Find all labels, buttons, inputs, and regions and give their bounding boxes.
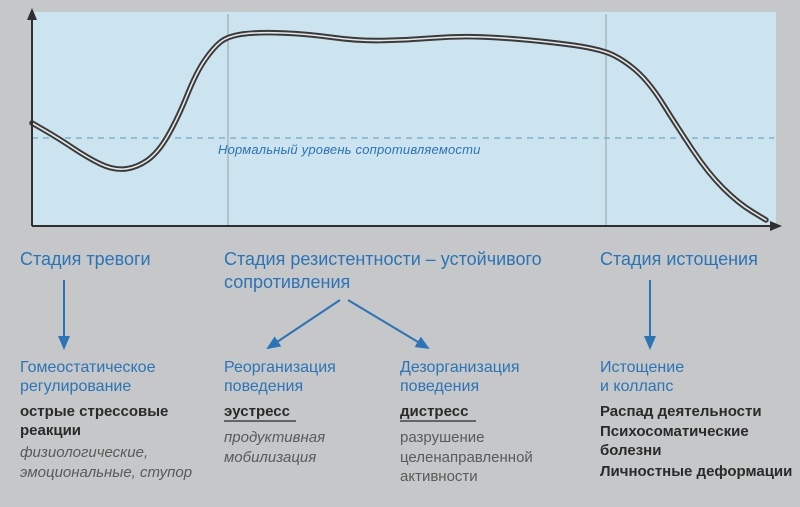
subhead-3: Дезорганизация поведения (400, 358, 570, 396)
bold-3: дистресс (400, 403, 540, 422)
bold-4a: Распад деятельности (600, 403, 800, 422)
bold-2: эустресс (224, 403, 364, 422)
italic-2: продуктивная мобилизация (224, 428, 384, 467)
bold-4b: Психосоматические болезни (600, 423, 800, 461)
bold-1: острые стрессовые реакции (20, 403, 210, 441)
subhead-1: Гомеостатическое регулирование (20, 358, 220, 396)
resistance-curve-chart (18, 8, 782, 240)
italic-1: физиологические, эмоциональные, ступор (20, 443, 210, 482)
baseline-label: Нормальный уровень сопротивляемости (218, 142, 481, 157)
chart-area: Нормальный уровень сопротивляемости (18, 8, 782, 240)
plain-3: разрушение целенаправленной активности (400, 428, 580, 487)
subhead-2: Реорганизация поведения (224, 358, 384, 396)
bold-4c: Личностные деформации (600, 463, 800, 482)
stages-area: Стадия тревоги Стадия резистентности – у… (0, 240, 800, 507)
subhead-4: Истощение и коллапс (600, 358, 770, 396)
